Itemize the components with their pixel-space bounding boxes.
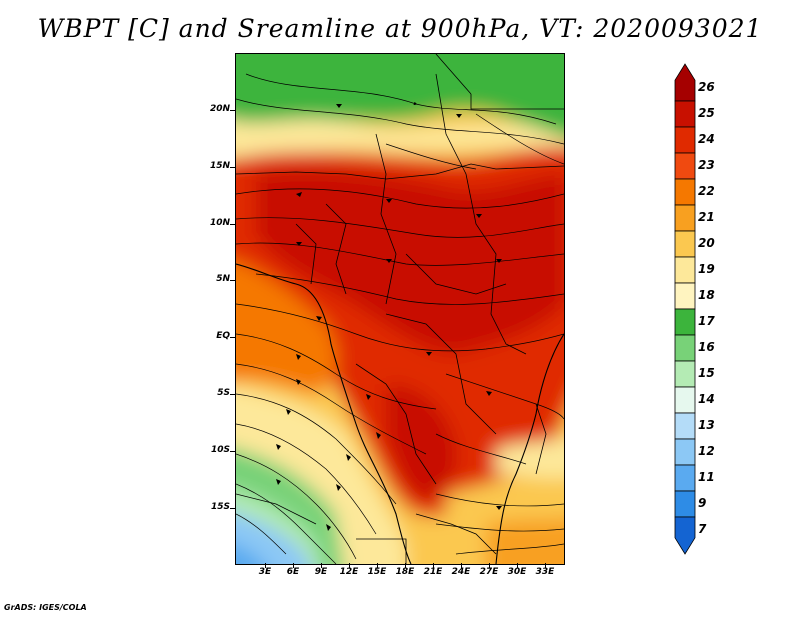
colorbar-label: 21 <box>698 210 715 224</box>
lon-tick-label: 30E <box>507 567 527 577</box>
lat-tick-label: 15S <box>210 502 230 512</box>
lon-tick-mark <box>517 563 518 568</box>
lat-tick-label: 10S <box>210 445 230 455</box>
map-panel <box>235 53 565 565</box>
colorbar-label: 26 <box>698 80 715 94</box>
colorbar-segment <box>674 230 696 258</box>
colorbar-segment <box>674 412 696 440</box>
colorbar-label: 9 <box>698 496 707 510</box>
lon-tick-label: 21E <box>423 567 443 577</box>
lon-tick-label: 12E <box>339 567 359 577</box>
colorbar-label: 17 <box>698 314 715 328</box>
lat-tick-label: 10N <box>209 218 230 228</box>
colorbar-segment <box>674 152 696 180</box>
colorbar-label: 15 <box>698 366 715 380</box>
lat-tick-mark <box>230 394 235 395</box>
lon-tick-label: 6E <box>286 567 300 577</box>
colorbar-label: 20 <box>698 236 715 250</box>
lon-tick-label: 3E <box>258 567 272 577</box>
colorbar-segment <box>674 516 696 555</box>
lon-tick-mark <box>321 563 322 568</box>
lat-tick-mark <box>230 280 235 281</box>
lon-tick-mark <box>545 563 546 568</box>
lat-tick-mark <box>230 508 235 509</box>
lon-tick-mark <box>377 563 378 568</box>
lon-tick-mark <box>433 563 434 568</box>
colorbar-segment <box>674 282 696 310</box>
lon-tick-label: 24E <box>451 567 471 577</box>
colorbar-label: 22 <box>698 184 715 198</box>
colorbar-label: 7 <box>698 522 707 536</box>
lon-tick-mark <box>349 563 350 568</box>
colorbar-segment <box>674 126 696 154</box>
lon-tick-label: 27E <box>479 567 499 577</box>
colorbar-segment <box>674 63 696 102</box>
country-borders <box>236 54 564 564</box>
lon-tick-mark <box>489 563 490 568</box>
colorbar-segment <box>674 308 696 336</box>
streamline-arrows <box>276 104 502 531</box>
lat-tick-label: 20N <box>209 104 230 114</box>
lon-tick-mark <box>405 563 406 568</box>
colorbar-segment <box>674 438 696 466</box>
colorbar-label: 19 <box>698 262 715 276</box>
plot-title: WBPT [C] and Sreamline at 900hPa, VT: 20… <box>37 14 763 43</box>
colorbar-label: 18 <box>698 288 715 302</box>
colorbar-segment <box>674 464 696 492</box>
lon-tick-label: 33E <box>535 567 555 577</box>
lat-tick-mark <box>230 337 235 338</box>
colorbar-segment <box>674 334 696 362</box>
colorbar-segment <box>674 100 696 128</box>
colorbar-label: 12 <box>698 444 715 458</box>
colorbar-label: 23 <box>698 158 715 172</box>
lon-tick-mark <box>461 563 462 568</box>
colorbar-label: 13 <box>698 418 715 432</box>
lon-tick-label: 15E <box>367 567 387 577</box>
wbpt-field <box>236 54 564 564</box>
colorbar-segment <box>674 490 696 518</box>
lon-tick-mark <box>293 563 294 568</box>
grads-credit: GrADS: IGES/COLA <box>4 603 87 612</box>
colorbar-label: 14 <box>698 392 715 406</box>
lon-tick-label: 9E <box>314 567 328 577</box>
colorbar-label: 11 <box>698 470 715 484</box>
lat-tick-mark <box>230 451 235 452</box>
colorbar-segment <box>674 360 696 388</box>
colorbar-label: 24 <box>698 132 715 146</box>
colorbar <box>674 63 696 555</box>
lat-tick-label: 15N <box>209 161 230 171</box>
lat-tick-label: 5N <box>216 274 230 284</box>
lat-tick-mark <box>230 167 235 168</box>
colorbar-segment <box>674 386 696 414</box>
lat-tick-mark <box>230 110 235 111</box>
lat-tick-mark <box>230 224 235 225</box>
lat-tick-label: 5S <box>217 388 230 398</box>
colorbar-segment <box>674 204 696 232</box>
lat-tick-label: EQ <box>216 331 230 341</box>
lon-tick-label: 18E <box>395 567 415 577</box>
colorbar-segment <box>674 256 696 284</box>
colorbar-label: 16 <box>698 340 715 354</box>
streamlines <box>236 73 564 564</box>
colorbar-segment <box>674 178 696 206</box>
lon-tick-mark <box>265 563 266 568</box>
colorbar-label: 25 <box>698 106 715 120</box>
